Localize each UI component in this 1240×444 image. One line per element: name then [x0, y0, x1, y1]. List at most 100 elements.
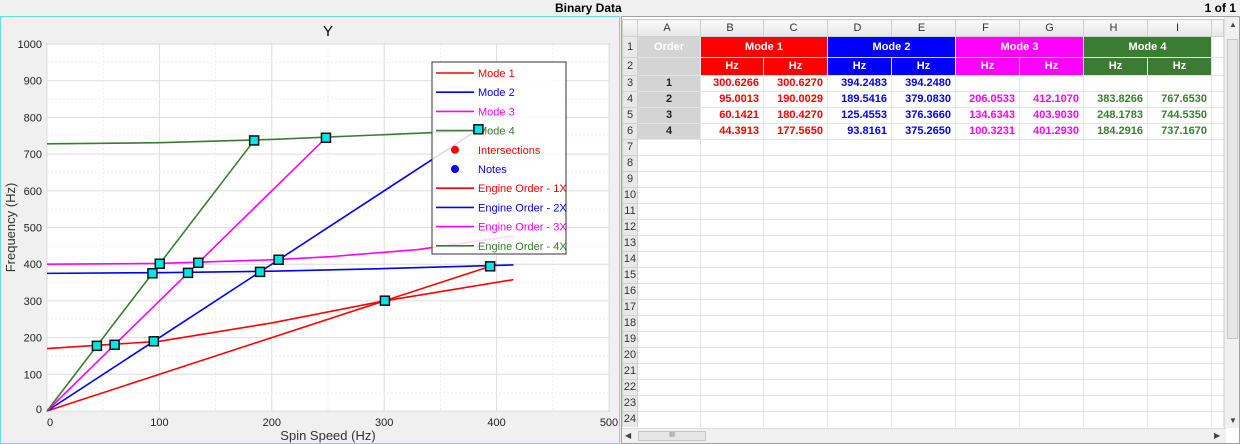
table-cell[interactable] — [891, 139, 956, 156]
table-cell[interactable]: 383.8266 — [1083, 91, 1148, 108]
table-cell[interactable] — [891, 411, 956, 427]
table-cell[interactable] — [1147, 203, 1212, 220]
table-cell[interactable]: 100.3231 — [955, 123, 1020, 140]
table-cell[interactable] — [1083, 283, 1148, 300]
table-cell[interactable] — [700, 315, 764, 332]
table-cell[interactable] — [955, 283, 1020, 300]
table-cell[interactable] — [1019, 299, 1084, 316]
table-cell[interactable] — [763, 395, 828, 412]
table-cell[interactable] — [1147, 75, 1212, 92]
table-cell[interactable] — [700, 363, 764, 380]
table-cell[interactable] — [955, 395, 1020, 412]
table-cell[interactable] — [1147, 171, 1212, 188]
column-header[interactable]: C — [763, 19, 828, 37]
table-cell[interactable] — [1083, 363, 1148, 380]
table-cell[interactable] — [955, 187, 1020, 204]
table-cell[interactable]: 394.2480 — [891, 75, 956, 92]
table-cell[interactable]: 95.0013 — [700, 91, 764, 108]
table-cell[interactable] — [1083, 331, 1148, 348]
table-cell[interactable]: 2 — [637, 91, 701, 108]
table-cell[interactable] — [955, 251, 1020, 268]
table-cell[interactable] — [763, 299, 828, 316]
table-cell[interactable] — [700, 299, 764, 316]
table-cell[interactable] — [827, 411, 892, 427]
table-cell[interactable]: 1 — [637, 75, 701, 92]
scroll-down-icon[interactable]: ▼ — [1229, 416, 1237, 425]
table-cell[interactable] — [763, 267, 828, 284]
table-cell[interactable] — [1147, 299, 1212, 316]
row-header[interactable]: 24 — [622, 411, 638, 427]
table-cell[interactable]: 744.5350 — [1147, 107, 1212, 124]
table-cell[interactable] — [763, 155, 828, 172]
vertical-scroll-thumb[interactable] — [1227, 39, 1238, 339]
table-cell[interactable] — [827, 155, 892, 172]
table-cell[interactable] — [700, 219, 764, 236]
table-cell[interactable] — [700, 331, 764, 348]
row-header[interactable]: 17 — [622, 299, 638, 316]
table-cell[interactable] — [891, 187, 956, 204]
table-cell[interactable] — [637, 363, 701, 380]
table-cell[interactable] — [891, 251, 956, 268]
column-header[interactable]: I — [1147, 19, 1212, 37]
table-cell[interactable] — [955, 347, 1020, 364]
table-cell[interactable] — [891, 283, 956, 300]
table-cell[interactable] — [763, 315, 828, 332]
row-header[interactable]: 7 — [622, 139, 638, 156]
column-header[interactable]: D — [827, 19, 892, 37]
table-cell[interactable] — [955, 75, 1020, 92]
table-cell[interactable] — [637, 299, 701, 316]
table-cell[interactable] — [1083, 347, 1148, 364]
table-cell[interactable] — [763, 283, 828, 300]
table-cell[interactable] — [700, 283, 764, 300]
table-cell[interactable] — [955, 299, 1020, 316]
table-cell[interactable] — [763, 347, 828, 364]
row-header[interactable]: 16 — [622, 283, 638, 300]
row-header[interactable]: 18 — [622, 315, 638, 332]
table-cell[interactable] — [1083, 219, 1148, 236]
table-cell[interactable] — [763, 331, 828, 348]
table-cell[interactable] — [1019, 395, 1084, 412]
table-cell[interactable] — [1019, 171, 1084, 188]
table-cell[interactable] — [1147, 139, 1212, 156]
table-cell[interactable] — [637, 347, 701, 364]
table-cell[interactable]: 394.2483 — [827, 75, 892, 92]
table-cell[interactable] — [1083, 267, 1148, 284]
table-cell[interactable] — [637, 187, 701, 204]
row-header[interactable]: 5 — [622, 107, 638, 124]
table-cell[interactable] — [637, 251, 701, 268]
table-cell[interactable] — [827, 187, 892, 204]
table-cell[interactable] — [637, 219, 701, 236]
table-cell[interactable] — [955, 331, 1020, 348]
table-cell[interactable] — [1083, 75, 1148, 92]
table-cell[interactable] — [827, 235, 892, 252]
table-cell[interactable] — [1083, 299, 1148, 316]
table-cell[interactable] — [955, 235, 1020, 252]
table-cell[interactable] — [891, 171, 956, 188]
table-cell[interactable] — [1019, 203, 1084, 220]
column-header[interactable]: G — [1019, 19, 1084, 37]
table-cell[interactable] — [700, 411, 764, 427]
vertical-scrollbar[interactable]: ▲ ▼ — [1224, 17, 1239, 428]
table-cell[interactable]: 125.4553 — [827, 107, 892, 124]
table-cell[interactable] — [955, 267, 1020, 284]
table-cell[interactable] — [891, 219, 956, 236]
table-cell[interactable] — [763, 171, 828, 188]
table-cell[interactable] — [637, 331, 701, 348]
table-cell[interactable] — [1019, 315, 1084, 332]
table-cell[interactable] — [1019, 347, 1084, 364]
table-cell[interactable] — [955, 379, 1020, 396]
table-cell[interactable]: 180.4270 — [763, 107, 828, 124]
table-cell[interactable] — [637, 379, 701, 396]
table-cell[interactable] — [700, 235, 764, 252]
table-cell[interactable] — [700, 395, 764, 412]
table-cell[interactable]: 376.3660 — [891, 107, 956, 124]
table-cell[interactable] — [763, 411, 828, 427]
table-cell[interactable] — [1147, 283, 1212, 300]
table-cell[interactable] — [700, 267, 764, 284]
column-header[interactable]: F — [955, 19, 1020, 37]
table-cell[interactable]: 737.1670 — [1147, 123, 1212, 140]
table-cell[interactable] — [955, 139, 1020, 156]
horizontal-scroll-thumb[interactable]: III — [638, 431, 706, 441]
table-cell[interactable] — [763, 203, 828, 220]
table-cell[interactable] — [891, 299, 956, 316]
